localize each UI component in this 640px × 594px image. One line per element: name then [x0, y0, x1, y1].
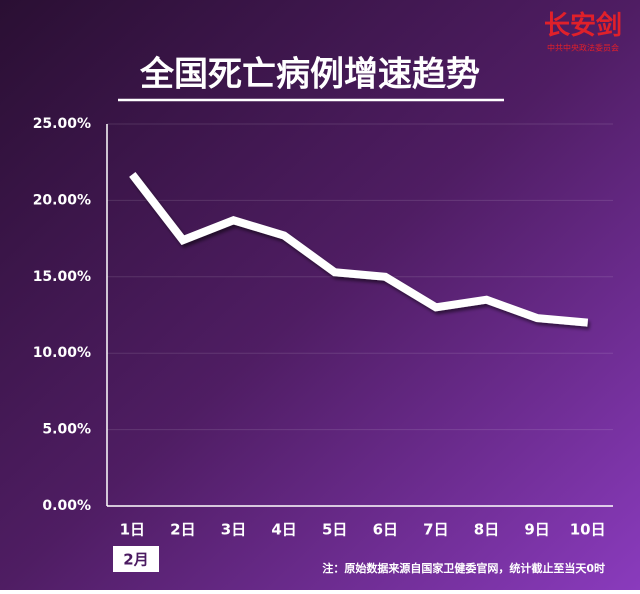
x-tick-label: 10日 — [570, 521, 606, 539]
x-tick-label: 8日 — [474, 521, 499, 539]
chart-title: 全国死亡病例增速趋势 — [139, 55, 480, 95]
month-label: 2月 — [123, 551, 148, 569]
y-tick-label: 25.00% — [33, 116, 91, 132]
y-tick-label: 0.00% — [42, 498, 91, 514]
logo-subtitle: 中共中央政法委员会 — [547, 43, 619, 53]
x-tick-label: 5日 — [322, 521, 347, 539]
y-tick-label: 5.00% — [42, 422, 91, 438]
month-box — [113, 546, 159, 572]
x-tick-label: 7日 — [423, 521, 448, 539]
y-tick-label: 20.00% — [33, 192, 91, 208]
y-tick-label: 10.00% — [33, 345, 91, 361]
x-tick-label: 9日 — [524, 521, 549, 539]
line-series — [129, 171, 589, 327]
x-tick-label: 3日 — [221, 521, 246, 539]
note: 注：原始数据来源自国家卫健委官网，统计截止至当天0时 — [322, 561, 605, 575]
y-tick-label: 15.00% — [33, 269, 91, 285]
logo-name: 长安剑 — [544, 10, 622, 40]
x-tick-label: 2日 — [170, 521, 195, 539]
x-tick-label: 6日 — [373, 521, 398, 539]
x-tick-label: 4日 — [271, 521, 296, 539]
x-tick-label: 1日 — [120, 521, 145, 539]
